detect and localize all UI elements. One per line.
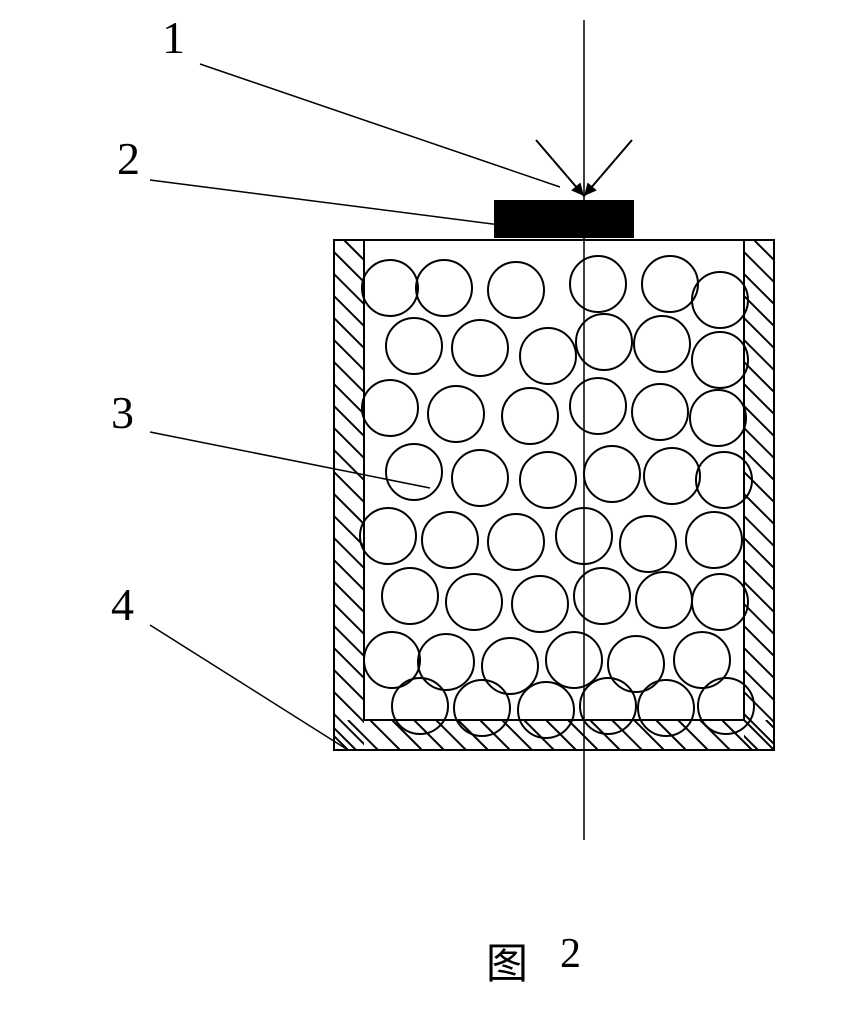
figure-caption-number: 2 (560, 930, 581, 978)
callout-label-3: 3 (111, 390, 134, 436)
callout-label-2: 2 (117, 136, 140, 182)
callout-label-4: 4 (111, 582, 134, 628)
figure-caption-glyph: 图 (486, 930, 528, 991)
callout-label-1: 1 (162, 15, 185, 61)
